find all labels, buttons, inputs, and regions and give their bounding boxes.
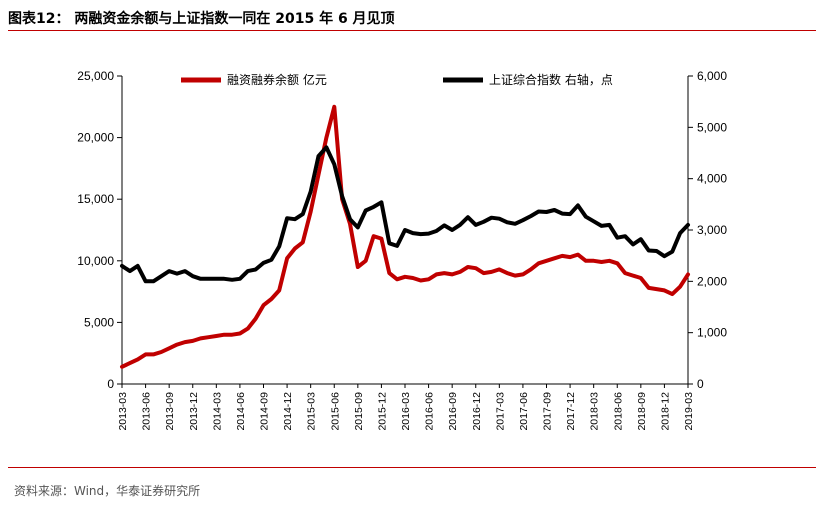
x-tick-label: 2018-03 xyxy=(589,392,601,431)
chart-legend: 融资融券余额 亿元 上证综合指数 右轴，点 xyxy=(181,72,613,87)
x-tick-label: 2013-12 xyxy=(188,392,200,431)
right-y-tick-label: 1,000 xyxy=(697,326,727,340)
right-y-tick-label: 2,000 xyxy=(697,274,727,288)
footer-divider xyxy=(8,467,816,468)
x-tick-label: 2016-03 xyxy=(400,392,412,431)
x-tick-label: 2013-09 xyxy=(164,392,176,431)
left-y-tick-label: 0 xyxy=(107,377,114,391)
source-note: 资料来源：Wind，华泰证券研究所 xyxy=(14,484,201,498)
chart-axes: 0 5,000 10,000 15,000 20,000 25,000 0 1,000 2,00… xyxy=(77,69,727,431)
left-y-tick-label: 25,000 xyxy=(77,69,114,83)
chart-title: 图表12： 两融资金余额与上证指数一同在 2015 年 6 月见顶 xyxy=(8,11,395,27)
right-y-tick-label: 3,000 xyxy=(697,223,727,237)
x-tick-label: 2016-12 xyxy=(471,392,483,431)
x-tick-label: 2017-06 xyxy=(518,392,530,431)
left-y-tick-label: 10,000 xyxy=(77,254,114,268)
x-tick-label: 2018-06 xyxy=(612,392,624,431)
title-divider xyxy=(8,30,816,31)
chart-series xyxy=(120,104,690,369)
x-tick-label: 2015-09 xyxy=(353,392,365,431)
left-y-tick-label: 15,000 xyxy=(77,192,114,206)
x-tick-label: 2014-06 xyxy=(235,392,247,431)
x-tick-label: 2014-09 xyxy=(259,392,271,431)
x-tick-label: 2017-03 xyxy=(494,392,506,431)
right-y-tick-label: 5,000 xyxy=(697,120,727,134)
x-tick-label: 2017-09 xyxy=(542,392,554,431)
left-y-tick-label: 5,000 xyxy=(84,315,114,329)
x-tick-label: 2016-06 xyxy=(424,392,436,431)
x-tick-label: 2018-09 xyxy=(636,392,648,431)
x-tick-label: 2013-03 xyxy=(117,392,129,431)
legend-label-margin-balance: 融资融券余额 亿元 xyxy=(227,72,327,87)
x-tick-label: 2018-12 xyxy=(659,392,671,431)
right-y-tick-label: 6,000 xyxy=(697,69,727,83)
left-y-tick-label: 20,000 xyxy=(77,131,114,145)
x-tick-label: 2019-03 xyxy=(683,392,695,431)
x-tick-label: 2015-06 xyxy=(329,392,341,431)
x-tick-label: 2015-03 xyxy=(306,392,318,431)
x-tick-label: 2016-09 xyxy=(447,392,459,431)
x-tick-label: 2014-03 xyxy=(211,392,223,431)
x-tick-label: 2015-12 xyxy=(376,392,388,431)
x-tick-label: 2014-12 xyxy=(282,392,294,431)
right-y-tick-label: 4,000 xyxy=(697,172,727,186)
x-tick-label: 2013-06 xyxy=(141,392,153,431)
margin-balance-line xyxy=(120,104,690,369)
legend-label-shanghai-index: 上证综合指数 右轴，点 xyxy=(489,72,613,87)
x-tick-label: 2017-12 xyxy=(565,392,577,431)
right-y-tick-label: 0 xyxy=(697,377,704,391)
